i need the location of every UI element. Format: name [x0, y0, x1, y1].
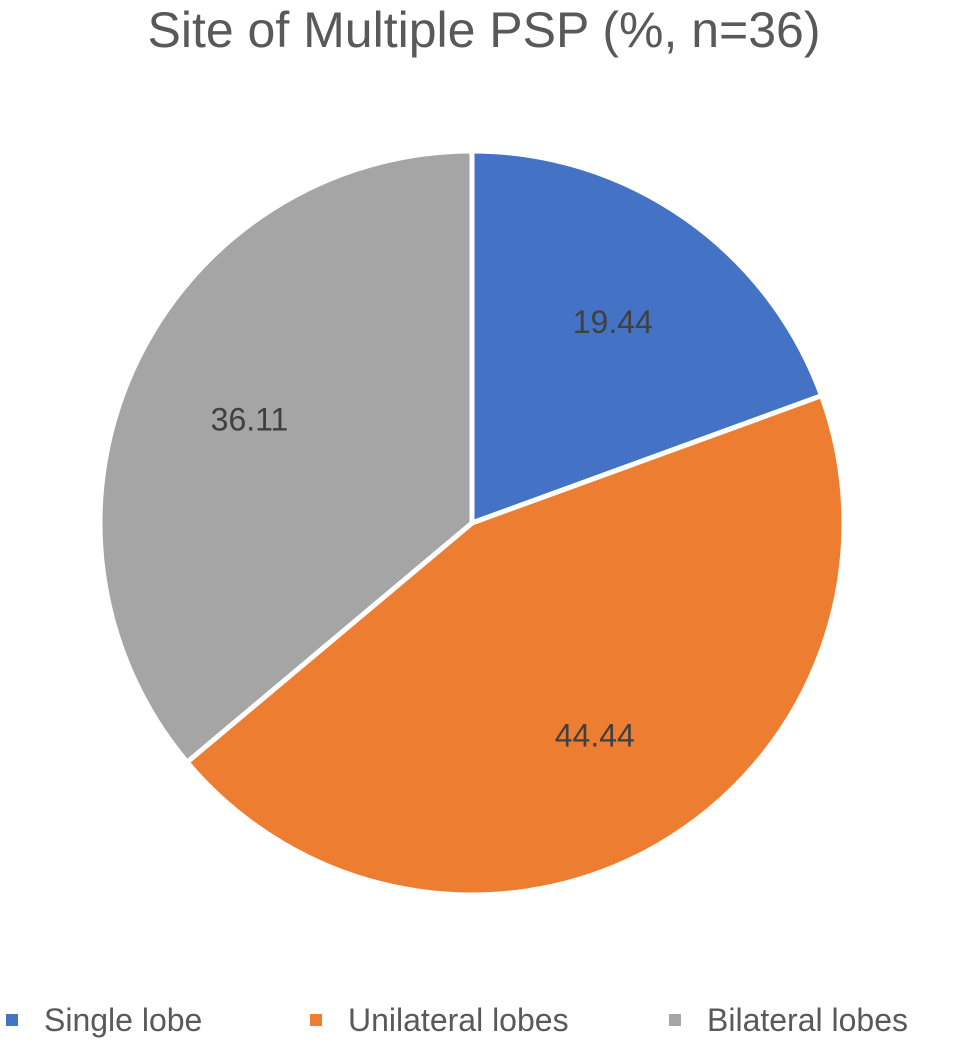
legend-swatch-single-lobe	[6, 1014, 18, 1026]
legend-item-bilateral-lobes: Bilateral lobes	[669, 998, 908, 1042]
data-label-single-lobe: 19.44	[573, 304, 653, 340]
legend-item-unilateral-lobes: Unilateral lobes	[310, 998, 569, 1042]
chart-legend: Single lobe Unilateral lobes Bilateral l…	[0, 998, 968, 1042]
legend-swatch-bilateral-lobes	[669, 1014, 681, 1026]
legend-swatch-unilateral-lobes	[310, 1014, 322, 1026]
pie-slices	[97, 148, 847, 898]
legend-label-single-lobe: Single lobe	[44, 1001, 203, 1038]
pie-slice-single-lobe	[469, 148, 825, 526]
legend-item-single-lobe: Single lobe	[6, 998, 202, 1042]
pie-slice-unilateral-lobes	[184, 393, 847, 898]
chart-title: Site of Multiple PSP (%, n=36)	[147, 2, 821, 58]
data-label-bilateral-lobes: 36.11	[211, 401, 289, 437]
pie-data-labels: 19.44 44.44 36.11	[211, 304, 653, 754]
pie-slice-bilateral-lobes	[97, 148, 475, 765]
legend-label-bilateral-lobes: Bilateral lobes	[707, 1001, 908, 1038]
data-label-unilateral-lobes: 44.44	[555, 718, 635, 754]
legend-label-unilateral-lobes: Unilateral lobes	[348, 1001, 569, 1038]
